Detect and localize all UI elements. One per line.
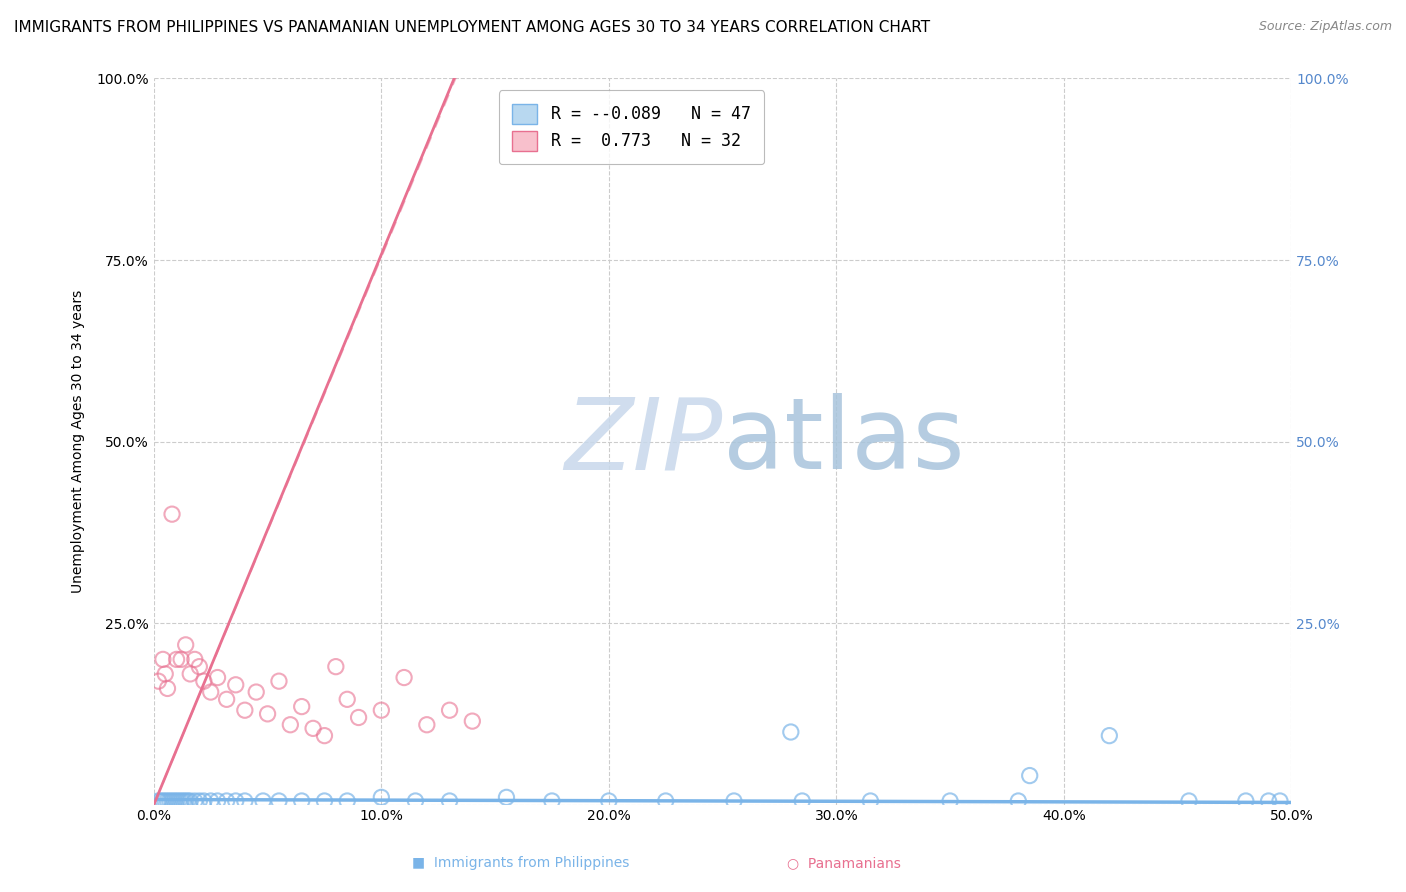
Point	[207, 794, 229, 808]
Text: Source: ZipAtlas.com: Source: ZipAtlas.com	[1258, 20, 1392, 33]
Point	[200, 794, 222, 808]
Point	[193, 674, 215, 689]
Point	[245, 685, 267, 699]
Point	[336, 794, 359, 808]
Point	[302, 722, 325, 736]
Point	[404, 794, 426, 808]
Point	[156, 681, 179, 696]
Point	[416, 717, 439, 731]
Point	[347, 710, 370, 724]
Point	[267, 674, 290, 689]
Point	[792, 794, 814, 808]
Point	[256, 706, 278, 721]
Point	[215, 692, 238, 706]
Point	[370, 703, 392, 717]
Point	[148, 674, 170, 689]
Point	[233, 794, 256, 808]
Point	[336, 692, 359, 706]
Point	[170, 652, 193, 666]
Text: ■  Immigrants from Philippines: ■ Immigrants from Philippines	[412, 855, 628, 870]
Point	[155, 794, 177, 808]
Point	[160, 794, 183, 808]
Point	[495, 790, 517, 805]
Point	[1098, 729, 1121, 743]
Point	[598, 794, 620, 808]
Point	[541, 794, 564, 808]
Point	[278, 717, 301, 731]
Point	[152, 794, 174, 808]
Point	[177, 794, 200, 808]
Point	[439, 703, 461, 717]
Legend: R = --0.089   N = 47, R =  0.773   N = 32: R = --0.089 N = 47, R = 0.773 N = 32	[499, 90, 763, 164]
Point	[1178, 794, 1201, 808]
Y-axis label: Unemployment Among Ages 30 to 34 years: Unemployment Among Ages 30 to 34 years	[72, 290, 86, 593]
Point	[188, 659, 211, 673]
Point	[939, 794, 962, 808]
Point	[1268, 794, 1291, 808]
Point	[207, 671, 229, 685]
Point	[156, 794, 179, 808]
Point	[179, 667, 201, 681]
Point	[654, 794, 676, 808]
Point	[314, 729, 336, 743]
Point	[267, 794, 290, 808]
Point	[779, 725, 801, 739]
Point	[184, 652, 207, 666]
Point	[167, 794, 190, 808]
Point	[159, 794, 181, 808]
Point	[314, 794, 336, 808]
Point	[148, 794, 170, 808]
Point	[174, 638, 197, 652]
Point	[200, 685, 222, 699]
Point	[439, 794, 461, 808]
Point	[392, 671, 415, 685]
Point	[1007, 794, 1029, 808]
Point	[184, 794, 207, 808]
Text: ○  Panamanians: ○ Panamanians	[787, 855, 900, 870]
Text: IMMIGRANTS FROM PHILIPPINES VS PANAMANIAN UNEMPLOYMENT AMONG AGES 30 TO 34 YEARS: IMMIGRANTS FROM PHILIPPINES VS PANAMANIA…	[14, 20, 931, 35]
Point	[174, 794, 197, 808]
Point	[166, 794, 188, 808]
Point	[1257, 794, 1279, 808]
Point	[461, 714, 484, 728]
Point	[193, 794, 215, 808]
Point	[291, 699, 314, 714]
Point	[188, 794, 211, 808]
Point	[291, 794, 314, 808]
Point	[1018, 768, 1040, 782]
Point	[325, 659, 347, 673]
Point	[233, 703, 256, 717]
Point	[252, 794, 274, 808]
Point	[225, 794, 247, 808]
Point	[155, 667, 177, 681]
Text: atlas: atlas	[723, 393, 965, 490]
Point	[859, 794, 882, 808]
Point	[179, 794, 201, 808]
Point	[170, 794, 193, 808]
Point	[370, 790, 392, 805]
Point	[1234, 794, 1257, 808]
Point	[163, 794, 186, 808]
Point	[149, 794, 172, 808]
Point	[152, 652, 174, 666]
Point	[166, 652, 188, 666]
Text: ZIP: ZIP	[564, 393, 723, 490]
Point	[160, 507, 183, 521]
Point	[215, 794, 238, 808]
Point	[172, 794, 194, 808]
Point	[723, 794, 745, 808]
Point	[225, 678, 247, 692]
